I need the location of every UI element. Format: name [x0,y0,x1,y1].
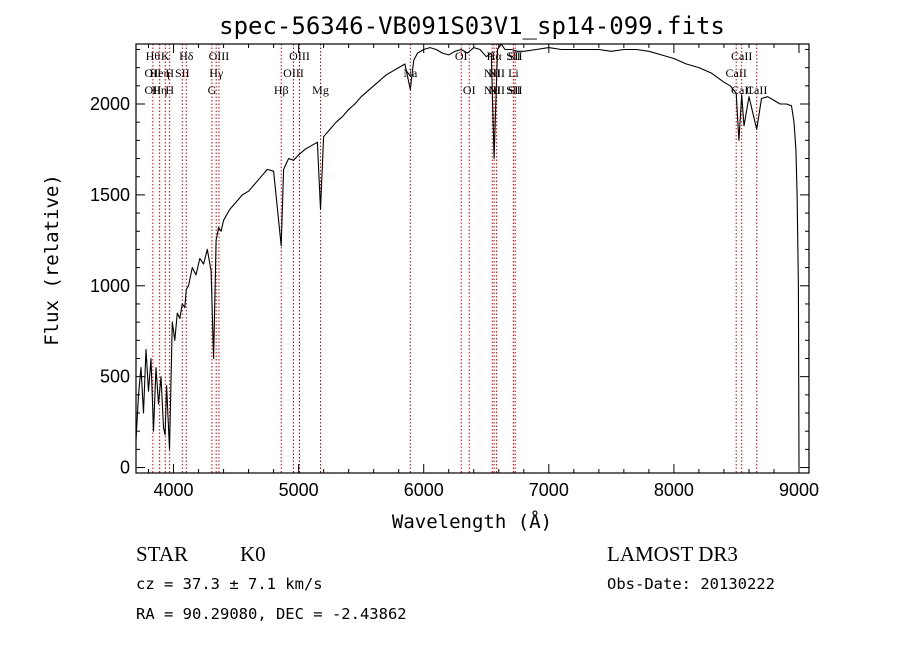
x-tick-label: 4000 [154,480,194,500]
line-marker-label: Hδ [179,49,194,63]
line-marker-label: Hβ [274,83,289,97]
x-tick-label: 9000 [779,480,819,500]
survey-name: LAMOST DR3 [607,542,738,566]
x-tick-label: 5000 [279,480,319,500]
line-marker-label: CaII [726,66,747,80]
line-marker-label: OIII [209,49,230,63]
line-marker-label: Mg [312,83,329,97]
coordinates: RA = 90.29080, DEC = -2.43862 [136,605,407,623]
line-marker-label: Hα [487,49,503,63]
line-marker-label: SII [175,66,190,80]
line-marker-label: SII [508,49,523,63]
line-marker-label: G [208,83,217,97]
axis-ticks: 4000 5000 6000 7000 8000 9000 0 500 1000 1500 2000 [90,44,819,500]
spectrum-series [135,43,800,468]
y-tick-label: 0 [120,458,130,478]
y-tick-label: 2000 [90,94,130,114]
line-marker-label: OIII [289,49,310,63]
line-marker-label: OII [145,83,162,97]
redshift-info: cz = 37.3 ± 7.1 km/s [136,575,323,593]
line-marker-label: SII [506,83,521,97]
line-marker-label: H [165,66,174,80]
chart-title: spec-56346-VB091S03V1_sp14-099.fits [219,12,725,40]
line-marker-label: K [161,49,170,63]
y-tick-label: 500 [100,367,130,387]
line-marker-label: OIII [283,66,304,80]
observation-date: Obs-Date: 20130222 [607,575,775,593]
object-class: STAR [136,542,188,566]
plot-frame [135,43,810,474]
line-marker-label: SII [508,83,523,97]
line-marker-label: OII [145,66,162,80]
line-marker-label: SII [506,49,521,63]
line-marker-label: Li [508,66,519,80]
x-tick-label: 7000 [529,480,569,500]
spectrum-line-0 [135,43,800,468]
x-axis-title: Wavelength (Å) [392,510,552,533]
line-marker-label: Hγ [209,66,224,80]
line-marker-label: OI [463,83,476,97]
line-marker-label: OI [455,49,468,63]
y-axis-title: Flux (relative) [41,174,63,346]
line-marker-label: CaII [731,49,752,63]
x-tick-label: 6000 [404,480,444,500]
spectral-line-markers: HθOIIOIIHeηHηKHHSIIHδGHγOIIIHβOIIIOIIIMg… [145,44,767,473]
line-marker-label: Hη [152,83,167,97]
line-marker-label: Heη [150,66,170,80]
line-marker-label: Hθ [146,49,161,63]
line-marker-label: CaII [746,83,767,97]
y-tick-label: 1500 [90,185,130,205]
y-tick-label: 1000 [90,276,130,296]
line-marker-label: H [165,83,174,97]
object-subclass: K0 [240,542,266,566]
x-tick-label: 8000 [654,480,694,500]
